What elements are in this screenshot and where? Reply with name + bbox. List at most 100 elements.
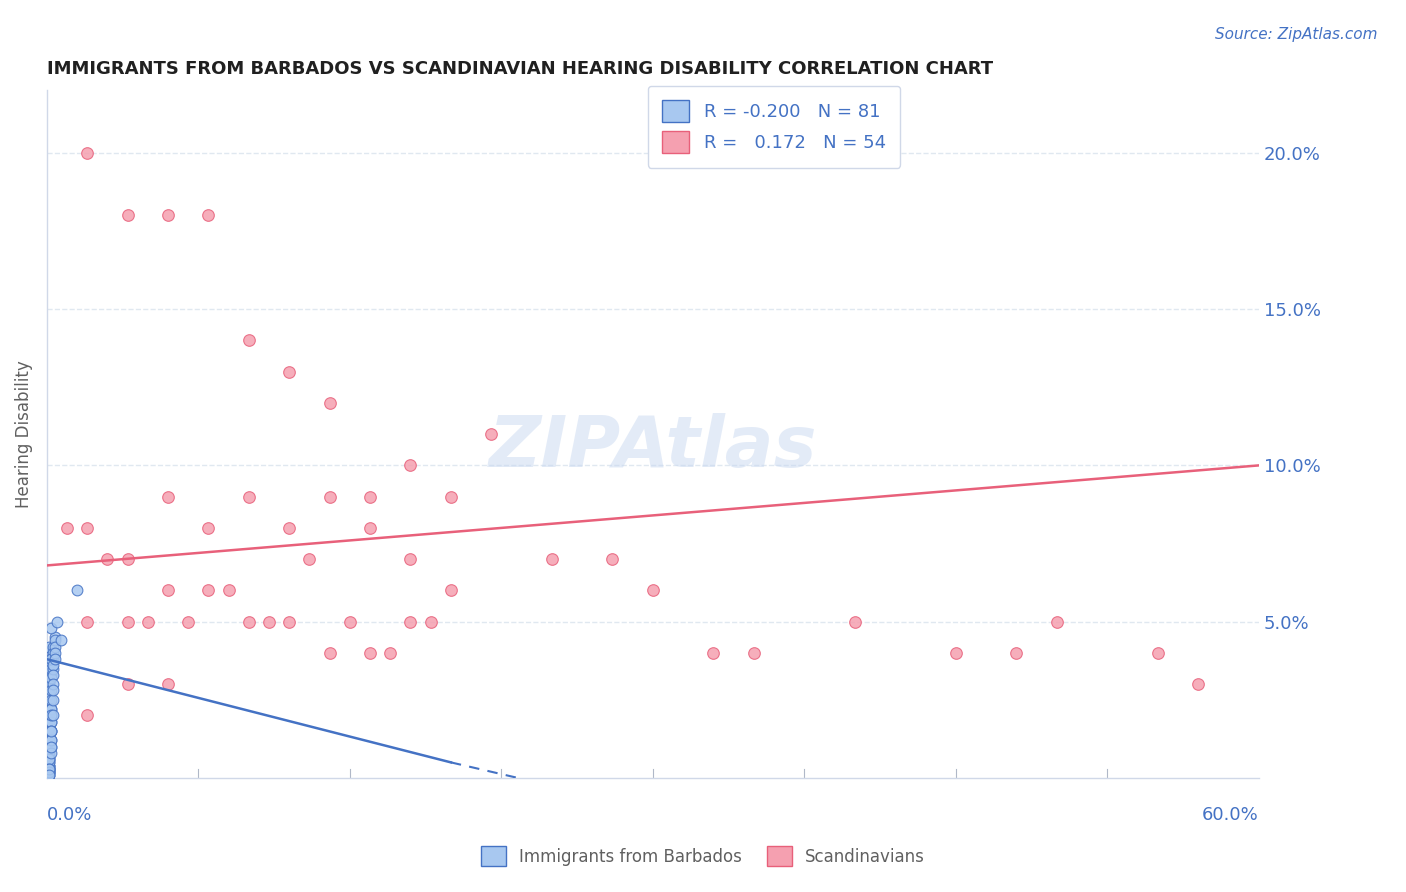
Point [39,724,62,739]
Y-axis label: Hearing Disability: Hearing Disability [15,360,32,508]
Point [419,615,441,629]
Point [39,746,62,760]
Point [44,630,66,644]
Point [278,365,301,379]
Point [157,208,180,222]
Text: 60.0%: 60.0% [1202,805,1258,823]
Text: IMMIGRANTS FROM BARBADOS VS SCANDINAVIAN HEARING DISABILITY CORRELATION CHART: IMMIGRANTS FROM BARBADOS VS SCANDINAVIAN… [46,60,993,78]
Point [44,646,66,660]
Point [38,739,60,754]
Point [38,768,60,782]
Point [39,708,62,723]
Point [38,768,60,782]
Point [39,739,62,754]
Point [39,658,62,673]
Point [318,396,340,410]
Point [46,615,69,629]
Point [38,762,60,776]
Point [39,714,62,729]
Point [136,615,159,629]
Point [38,733,60,747]
Point [157,583,180,598]
Point [38,724,60,739]
Point [38,756,60,770]
Point [1046,615,1069,629]
Point [39,665,62,679]
Point [39,733,62,747]
Legend: R = -0.200   N = 81, R =   0.172   N = 54: R = -0.200 N = 81, R = 0.172 N = 54 [648,86,900,168]
Point [76,521,98,535]
Point [1005,646,1028,660]
Point [38,752,60,766]
Point [38,764,60,779]
Point [38,764,60,779]
Point [39,733,62,747]
Point [318,646,340,660]
Point [157,490,180,504]
Point [440,583,463,598]
Point [602,552,624,566]
Point [238,334,260,348]
Point [38,758,60,772]
Point [1147,646,1170,660]
Point [42,652,65,666]
Point [42,693,65,707]
Point [38,677,60,691]
Point [39,714,62,729]
Point [44,652,66,666]
Point [117,615,139,629]
Point [197,208,219,222]
Point [39,724,62,739]
Point [39,683,62,698]
Point [359,490,381,504]
Point [844,615,866,629]
Point [257,615,280,629]
Text: ZIPAtlas: ZIPAtlas [489,413,817,483]
Point [318,490,340,504]
Point [39,702,62,716]
Point [197,583,219,598]
Point [39,708,62,723]
Point [359,646,381,660]
Point [38,693,60,707]
Point [38,724,60,739]
Point [42,683,65,698]
Point [702,646,724,660]
Point [339,615,361,629]
Point [157,677,180,691]
Point [177,615,200,629]
Point [38,749,60,764]
Text: 0.0%: 0.0% [46,805,93,823]
Point [197,521,219,535]
Point [38,752,60,766]
Point [38,768,60,782]
Point [38,762,60,776]
Legend: Immigrants from Barbados, Scandinavians: Immigrants from Barbados, Scandinavians [472,838,934,875]
Point [39,652,62,666]
Point [38,677,60,691]
Point [38,764,60,779]
Point [42,646,65,660]
Point [42,652,65,666]
Point [38,762,60,776]
Point [38,764,60,779]
Point [38,662,60,676]
Point [38,752,60,766]
Point [479,427,502,442]
Point [49,633,72,648]
Point [278,521,301,535]
Point [38,683,60,698]
Point [945,646,967,660]
Point [38,746,60,760]
Point [117,208,139,222]
Point [42,662,65,676]
Point [56,521,79,535]
Point [42,646,65,660]
Point [39,621,62,635]
Point [39,724,62,739]
Point [39,662,62,676]
Point [38,708,60,723]
Point [42,658,65,673]
Point [38,762,60,776]
Point [238,490,260,504]
